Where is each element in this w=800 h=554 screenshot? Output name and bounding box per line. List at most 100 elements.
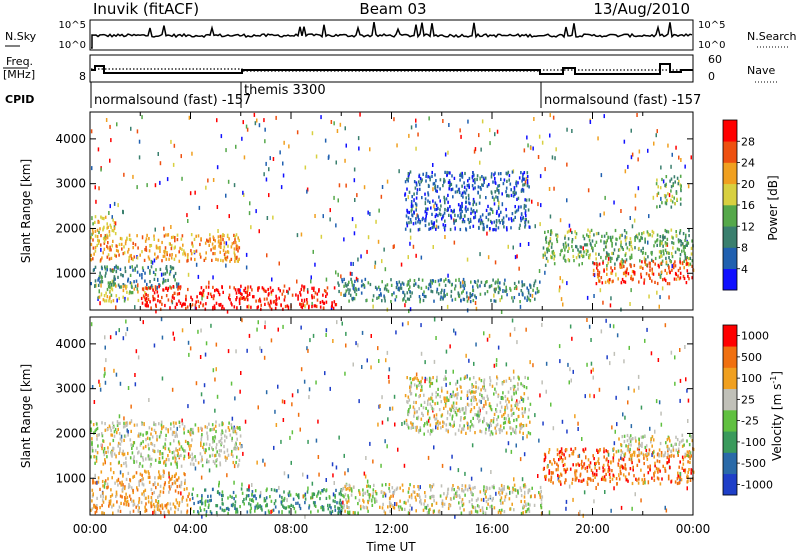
- echo-cell: [460, 299, 462, 303]
- echo-cell: [345, 289, 348, 293]
- echo-cell: [170, 139, 172, 144]
- echo-cell: [216, 450, 218, 454]
- echo-cell: [483, 419, 485, 423]
- echo-cell: [126, 428, 128, 433]
- echo-cell: [415, 196, 418, 200]
- echo-cell: [400, 283, 402, 287]
- echo-cell: [527, 143, 529, 148]
- echo-cell: [125, 500, 127, 504]
- colorbar-swatch: [723, 162, 737, 185]
- echo-cell: [202, 293, 205, 298]
- echo-cell: [273, 488, 276, 492]
- echo-cell: [176, 238, 179, 242]
- echo-cell: [503, 487, 505, 491]
- echo-cell: [234, 506, 236, 510]
- echo-cell: [165, 457, 168, 462]
- echo-cell: [258, 123, 261, 128]
- echo-cell: [502, 182, 505, 186]
- echo-cell: [478, 420, 480, 424]
- echo-cell: [452, 390, 454, 394]
- echo-cell: [221, 500, 224, 504]
- echo-cell: [100, 265, 103, 269]
- echo-cell: [618, 236, 621, 240]
- echo-cell: [429, 402, 431, 406]
- echo-cell: [539, 393, 541, 398]
- echo-cell: [572, 497, 574, 502]
- echo-cell: [240, 371, 242, 375]
- echo-cell: [637, 186, 640, 191]
- echo-cell: [537, 202, 539, 207]
- echo-cell: [410, 426, 413, 430]
- echo-cell: [152, 294, 154, 299]
- echo-cell: [280, 303, 282, 307]
- echo-cell: [625, 231, 628, 235]
- nave-tick-bottom: 0: [708, 70, 715, 83]
- echo-cell: [124, 266, 126, 270]
- echo-cell: [497, 206, 500, 210]
- echo-cell: [164, 272, 167, 276]
- echo-cell: [94, 481, 97, 485]
- echo-cell: [297, 494, 299, 498]
- echo-cell: [446, 390, 449, 394]
- echo-cell: [92, 493, 94, 497]
- echo-cell: [266, 253, 268, 258]
- echo-cell: [189, 433, 192, 437]
- echo-cell: [470, 510, 473, 514]
- echo-cell: [279, 289, 281, 293]
- echo-cell: [314, 262, 316, 267]
- echo-cell: [525, 503, 527, 507]
- echo-cell: [208, 447, 210, 451]
- echo-cell: [688, 277, 690, 281]
- echo-cell: [130, 282, 133, 286]
- echo-cell: [496, 188, 499, 192]
- echo-cell: [280, 185, 283, 190]
- echo-cell: [416, 425, 418, 429]
- echo-cell: [664, 201, 667, 205]
- echo-cell: [193, 250, 195, 254]
- echo-cell: [115, 264, 117, 268]
- echo-cell: [511, 397, 513, 402]
- echo-cell: [501, 491, 503, 495]
- echo-cell: [417, 228, 420, 232]
- echo-cell: [390, 278, 392, 282]
- echo-cell: [218, 440, 221, 444]
- echo-cell: [145, 304, 148, 308]
- echo-cell: [244, 290, 247, 294]
- echo-cell: [468, 176, 471, 181]
- echo-cell: [490, 430, 493, 434]
- echo-cell: [287, 305, 290, 310]
- echo-cell: [109, 462, 112, 466]
- echo-cell: [275, 298, 277, 302]
- echo-cell: [529, 285, 532, 289]
- echo-cell: [255, 504, 258, 508]
- echo-cell: [282, 418, 285, 422]
- echo-cell: [165, 427, 167, 431]
- echo-cell: [556, 239, 559, 244]
- echo-cell: [631, 461, 633, 465]
- echo-cell: [566, 162, 568, 167]
- echo-cell: [472, 179, 475, 183]
- y-tick-label: 2000: [55, 221, 86, 235]
- echo-cell: [444, 219, 446, 223]
- echo-cell: [264, 302, 266, 306]
- echo-cell: [454, 410, 457, 414]
- echo-cell: [351, 272, 353, 276]
- echo-cell: [488, 486, 491, 490]
- echo-cell: [497, 184, 499, 188]
- echo-cell: [413, 383, 416, 387]
- echo-cell: [447, 506, 450, 511]
- echo-cell: [487, 218, 490, 222]
- echo-cell: [429, 283, 432, 287]
- echo-cell: [472, 384, 475, 389]
- echo-cell: [609, 303, 612, 308]
- nsky-frame: [89, 19, 694, 51]
- echo-cell: [297, 297, 299, 301]
- echo-cell: [520, 216, 522, 220]
- echo-cell: [636, 236, 639, 240]
- echo-cell: [381, 280, 383, 284]
- echo-cell: [170, 225, 172, 229]
- echo-cell: [127, 297, 129, 301]
- echo-cell: [96, 451, 99, 455]
- echo-cell: [164, 447, 167, 451]
- echo-cell: [175, 457, 177, 461]
